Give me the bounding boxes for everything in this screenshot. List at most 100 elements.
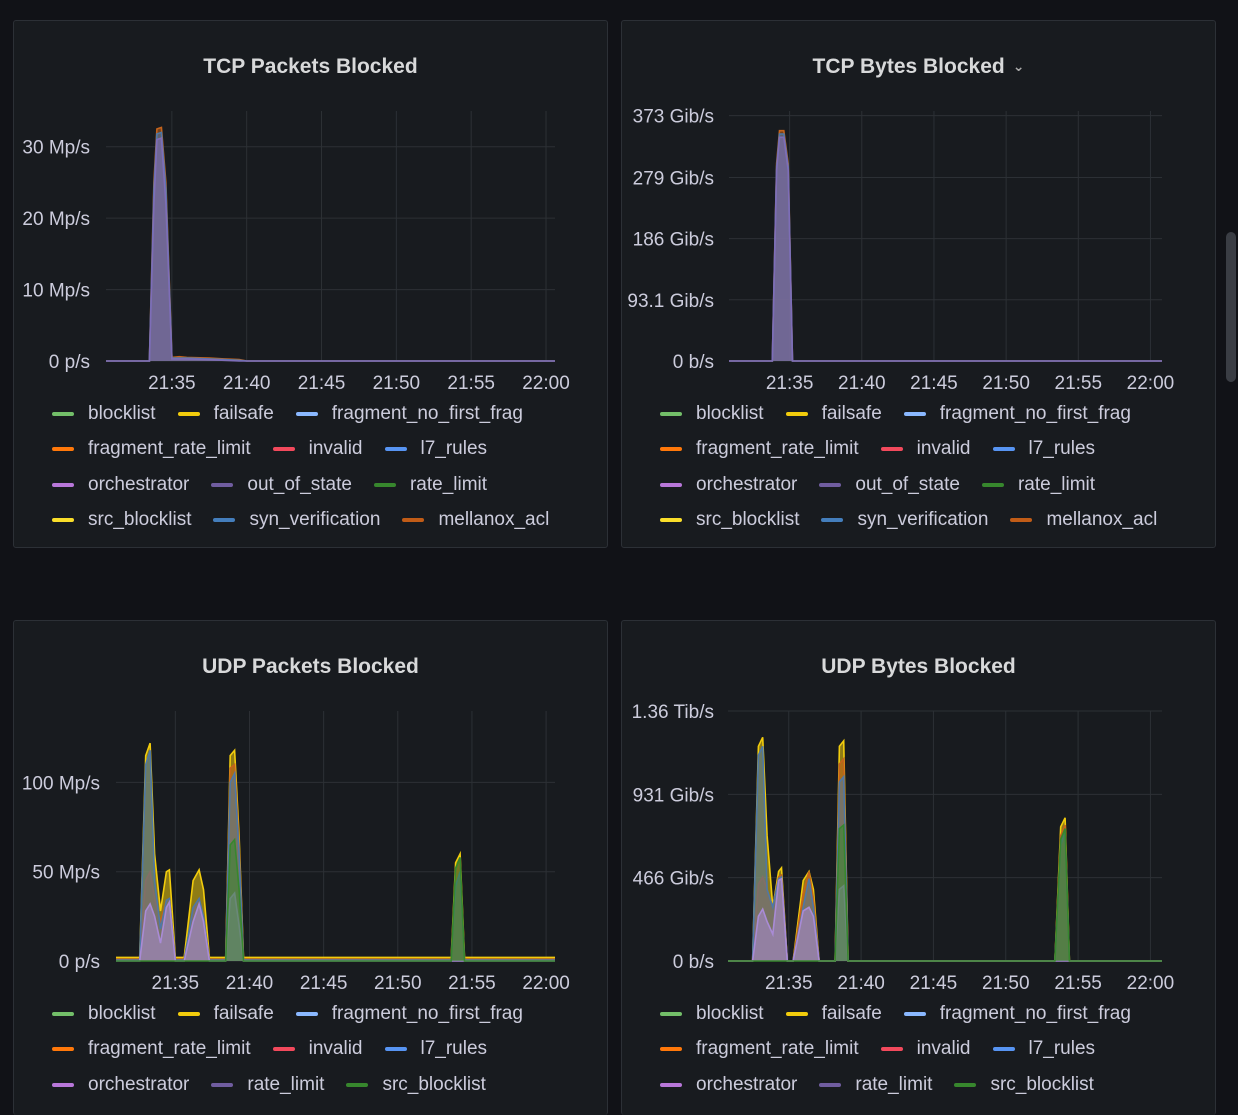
chevron-down-icon[interactable]: ⌄ <box>1012 58 1025 74</box>
panel-tcp-packets-blocked[interactable]: TCP Packets Blocked 0 p/s 10 Mp/s 20 Mp/s 3… <box>13 20 608 548</box>
legend-item-blocklist[interactable]: blocklist <box>660 403 764 425</box>
chart-tcp-bytes: 0 b/s 93.1 Gib/s 186 Gib/s 279 Gib/s 373 Gib… <box>627 107 1174 394</box>
series-line-syn_verification <box>106 131 555 362</box>
legend-row: blocklist failsafe fragment_no_first_frag <box>660 996 1205 1032</box>
legend-item-rate_limit[interactable]: rate_limit <box>373 474 487 496</box>
legend-label: l7_rules <box>420 1038 488 1060</box>
legend-swatch <box>52 411 74 416</box>
legend-item-src_blocklist[interactable]: src_blocklist <box>954 1074 1094 1096</box>
legend-item-out_of_state[interactable]: out_of_state <box>819 474 960 496</box>
legend-item-orchestrator[interactable]: orchestrator <box>52 474 189 496</box>
series-line-out_of_state <box>729 136 1162 362</box>
legend-item-failsafe[interactable]: failsafe <box>785 1002 882 1025</box>
legend-item-orchestrator[interactable]: orchestrator <box>660 474 797 496</box>
legend-swatch <box>903 411 926 416</box>
legend-item-invalid[interactable]: invalid <box>880 438 971 460</box>
legend-item-fragment_no_first_frag[interactable]: fragment_no_first_frag <box>295 1003 523 1025</box>
legend-item-invalid[interactable]: invalid <box>272 438 363 460</box>
panel-title-text[interactable]: TCP Packets Blocked <box>203 55 418 78</box>
legend-label: failsafe <box>821 1002 882 1024</box>
legend-item-fragment_rate_limit[interactable]: fragment_rate_limit <box>660 1038 859 1060</box>
legend-item-rate_limit[interactable]: rate_limit <box>211 1074 324 1096</box>
legend-swatch <box>660 518 682 523</box>
panel-title-text[interactable]: TCP Bytes Blocked <box>812 55 1005 78</box>
legend-item-rate_limit[interactable]: rate_limit <box>981 473 1096 496</box>
left-edge <box>0 20 2 1115</box>
panel-title-text[interactable]: UDP Bytes Blocked <box>821 655 1016 678</box>
legend-item-fragment_no_first_frag[interactable]: fragment_no_first_frag <box>903 402 1131 425</box>
legend-item-fragment_no_first_frag[interactable]: fragment_no_first_frag <box>903 1003 1131 1025</box>
legend-item-mellanox_acl[interactable]: mellanox_acl <box>1010 509 1157 531</box>
legend-item-l7_rules[interactable]: l7_rules <box>992 1038 1095 1060</box>
legend-item-src_blocklist[interactable]: src_blocklist <box>346 1074 486 1096</box>
legend-label: src_blocklist <box>88 509 192 531</box>
legend-item-failsafe[interactable]: failsafe <box>785 403 882 425</box>
legend-swatch <box>52 1082 74 1087</box>
legend-item-invalid[interactable]: invalid <box>880 1038 971 1060</box>
y-tick-label: 0 b/s <box>673 952 714 973</box>
series-area-l7_rules <box>116 750 555 961</box>
legend-item-invalid[interactable]: invalid <box>272 1038 363 1060</box>
legend-item-syn_verification[interactable]: syn_verification <box>821 509 988 531</box>
series-line-orchestrator <box>116 891 555 962</box>
legend-item-rate_limit[interactable]: rate_limit <box>819 1074 932 1096</box>
y-tick-label: 0 p/s <box>49 352 90 373</box>
legend-item-failsafe[interactable]: failsafe <box>177 1003 274 1025</box>
legend-swatch <box>295 1011 318 1016</box>
legend-swatch <box>660 482 682 487</box>
legend-item-blocklist[interactable]: blocklist <box>660 1003 764 1025</box>
legend-swatch <box>785 411 808 416</box>
legend-item-blocklist[interactable]: blocklist <box>52 1003 156 1025</box>
x-tick-label: 21:50 <box>373 373 421 394</box>
y-tick-label: 279 Gib/s <box>633 168 714 189</box>
series-line-out_of_state <box>106 137 555 362</box>
legend-item-l7_rules[interactable]: l7_rules <box>992 438 1095 460</box>
panel-title[interactable]: TCP Bytes Blocked ⌄ <box>622 53 1215 81</box>
legend-label: mellanox_acl <box>1046 509 1158 531</box>
legend-item-src_blocklist[interactable]: src_blocklist <box>52 509 191 531</box>
legend-label: syn_verification <box>857 509 989 531</box>
legend-label: rate_limit <box>1017 473 1096 495</box>
legend-label: invalid <box>308 438 363 460</box>
x-tick-label: 21:40 <box>226 973 274 994</box>
panel-title[interactable]: TCP Packets Blocked <box>14 53 607 81</box>
legend-swatch <box>52 518 74 523</box>
legend-swatch <box>295 411 318 416</box>
legend-item-mellanox_acl[interactable]: mellanox_acl <box>402 509 549 531</box>
panel-title[interactable]: UDP Bytes Blocked <box>622 653 1215 681</box>
x-tick-label: 21:55 <box>1054 973 1102 994</box>
legend-swatch <box>402 518 425 523</box>
legend-item-l7_rules[interactable]: l7_rules <box>384 1038 488 1060</box>
legend-item-fragment_rate_limit[interactable]: fragment_rate_limit <box>52 438 251 460</box>
legend-item-src_blocklist[interactable]: src_blocklist <box>660 509 799 531</box>
panel-tcp-bytes-blocked[interactable]: TCP Bytes Blocked ⌄ 0 b/s 93.1 Gib/s 186 Gi… <box>621 20 1216 548</box>
legend-item-orchestrator[interactable]: orchestrator <box>660 1074 797 1096</box>
legend-row: src_blocklist syn_verification mellanox_ac… <box>660 503 1205 539</box>
legend-swatch <box>981 482 1004 487</box>
legend-label: invalid <box>308 1038 363 1060</box>
legend-item-out_of_state[interactable]: out_of_state <box>211 474 352 496</box>
panel-udp-bytes-blocked[interactable]: UDP Bytes Blocked 0 b/s 466 Gib/s 931 Gib/… <box>621 620 1216 1115</box>
panel-title-text[interactable]: UDP Packets Blocked <box>202 655 419 678</box>
y-tick-label: 100 Mp/s <box>22 773 100 794</box>
x-tick-label: 21:45 <box>300 973 348 994</box>
series-line-mellanox_acl <box>106 126 555 362</box>
legend-item-failsafe[interactable]: failsafe <box>177 403 274 425</box>
panel-udp-packets-blocked[interactable]: UDP Packets Blocked 0 p/s 50 Mp/s 100 Mp/s… <box>13 620 608 1115</box>
legend-item-fragment_rate_limit[interactable]: fragment_rate_limit <box>660 438 859 460</box>
legend-item-l7_rules[interactable]: l7_rules <box>384 438 487 460</box>
page-scrollbar[interactable] <box>1226 232 1236 382</box>
legend-item-orchestrator[interactable]: orchestrator <box>52 1074 189 1096</box>
legend-item-fragment_rate_limit[interactable]: fragment_rate_limit <box>52 1038 251 1060</box>
legend-label: blocklist <box>696 402 764 424</box>
x-tick-label: 21:40 <box>837 973 885 994</box>
series-area-mellanox_acl <box>729 130 1162 361</box>
legend-item-blocklist[interactable]: blocklist <box>52 403 156 425</box>
legend-item-fragment_no_first_frag[interactable]: fragment_no_first_frag <box>295 403 523 425</box>
legend-label: src_blocklist <box>696 509 800 531</box>
legend-label: fragment_no_first_frag <box>939 402 1131 424</box>
legend-item-syn_verification[interactable]: syn_verification <box>213 509 380 531</box>
panel-title[interactable]: UDP Packets Blocked <box>14 653 607 681</box>
